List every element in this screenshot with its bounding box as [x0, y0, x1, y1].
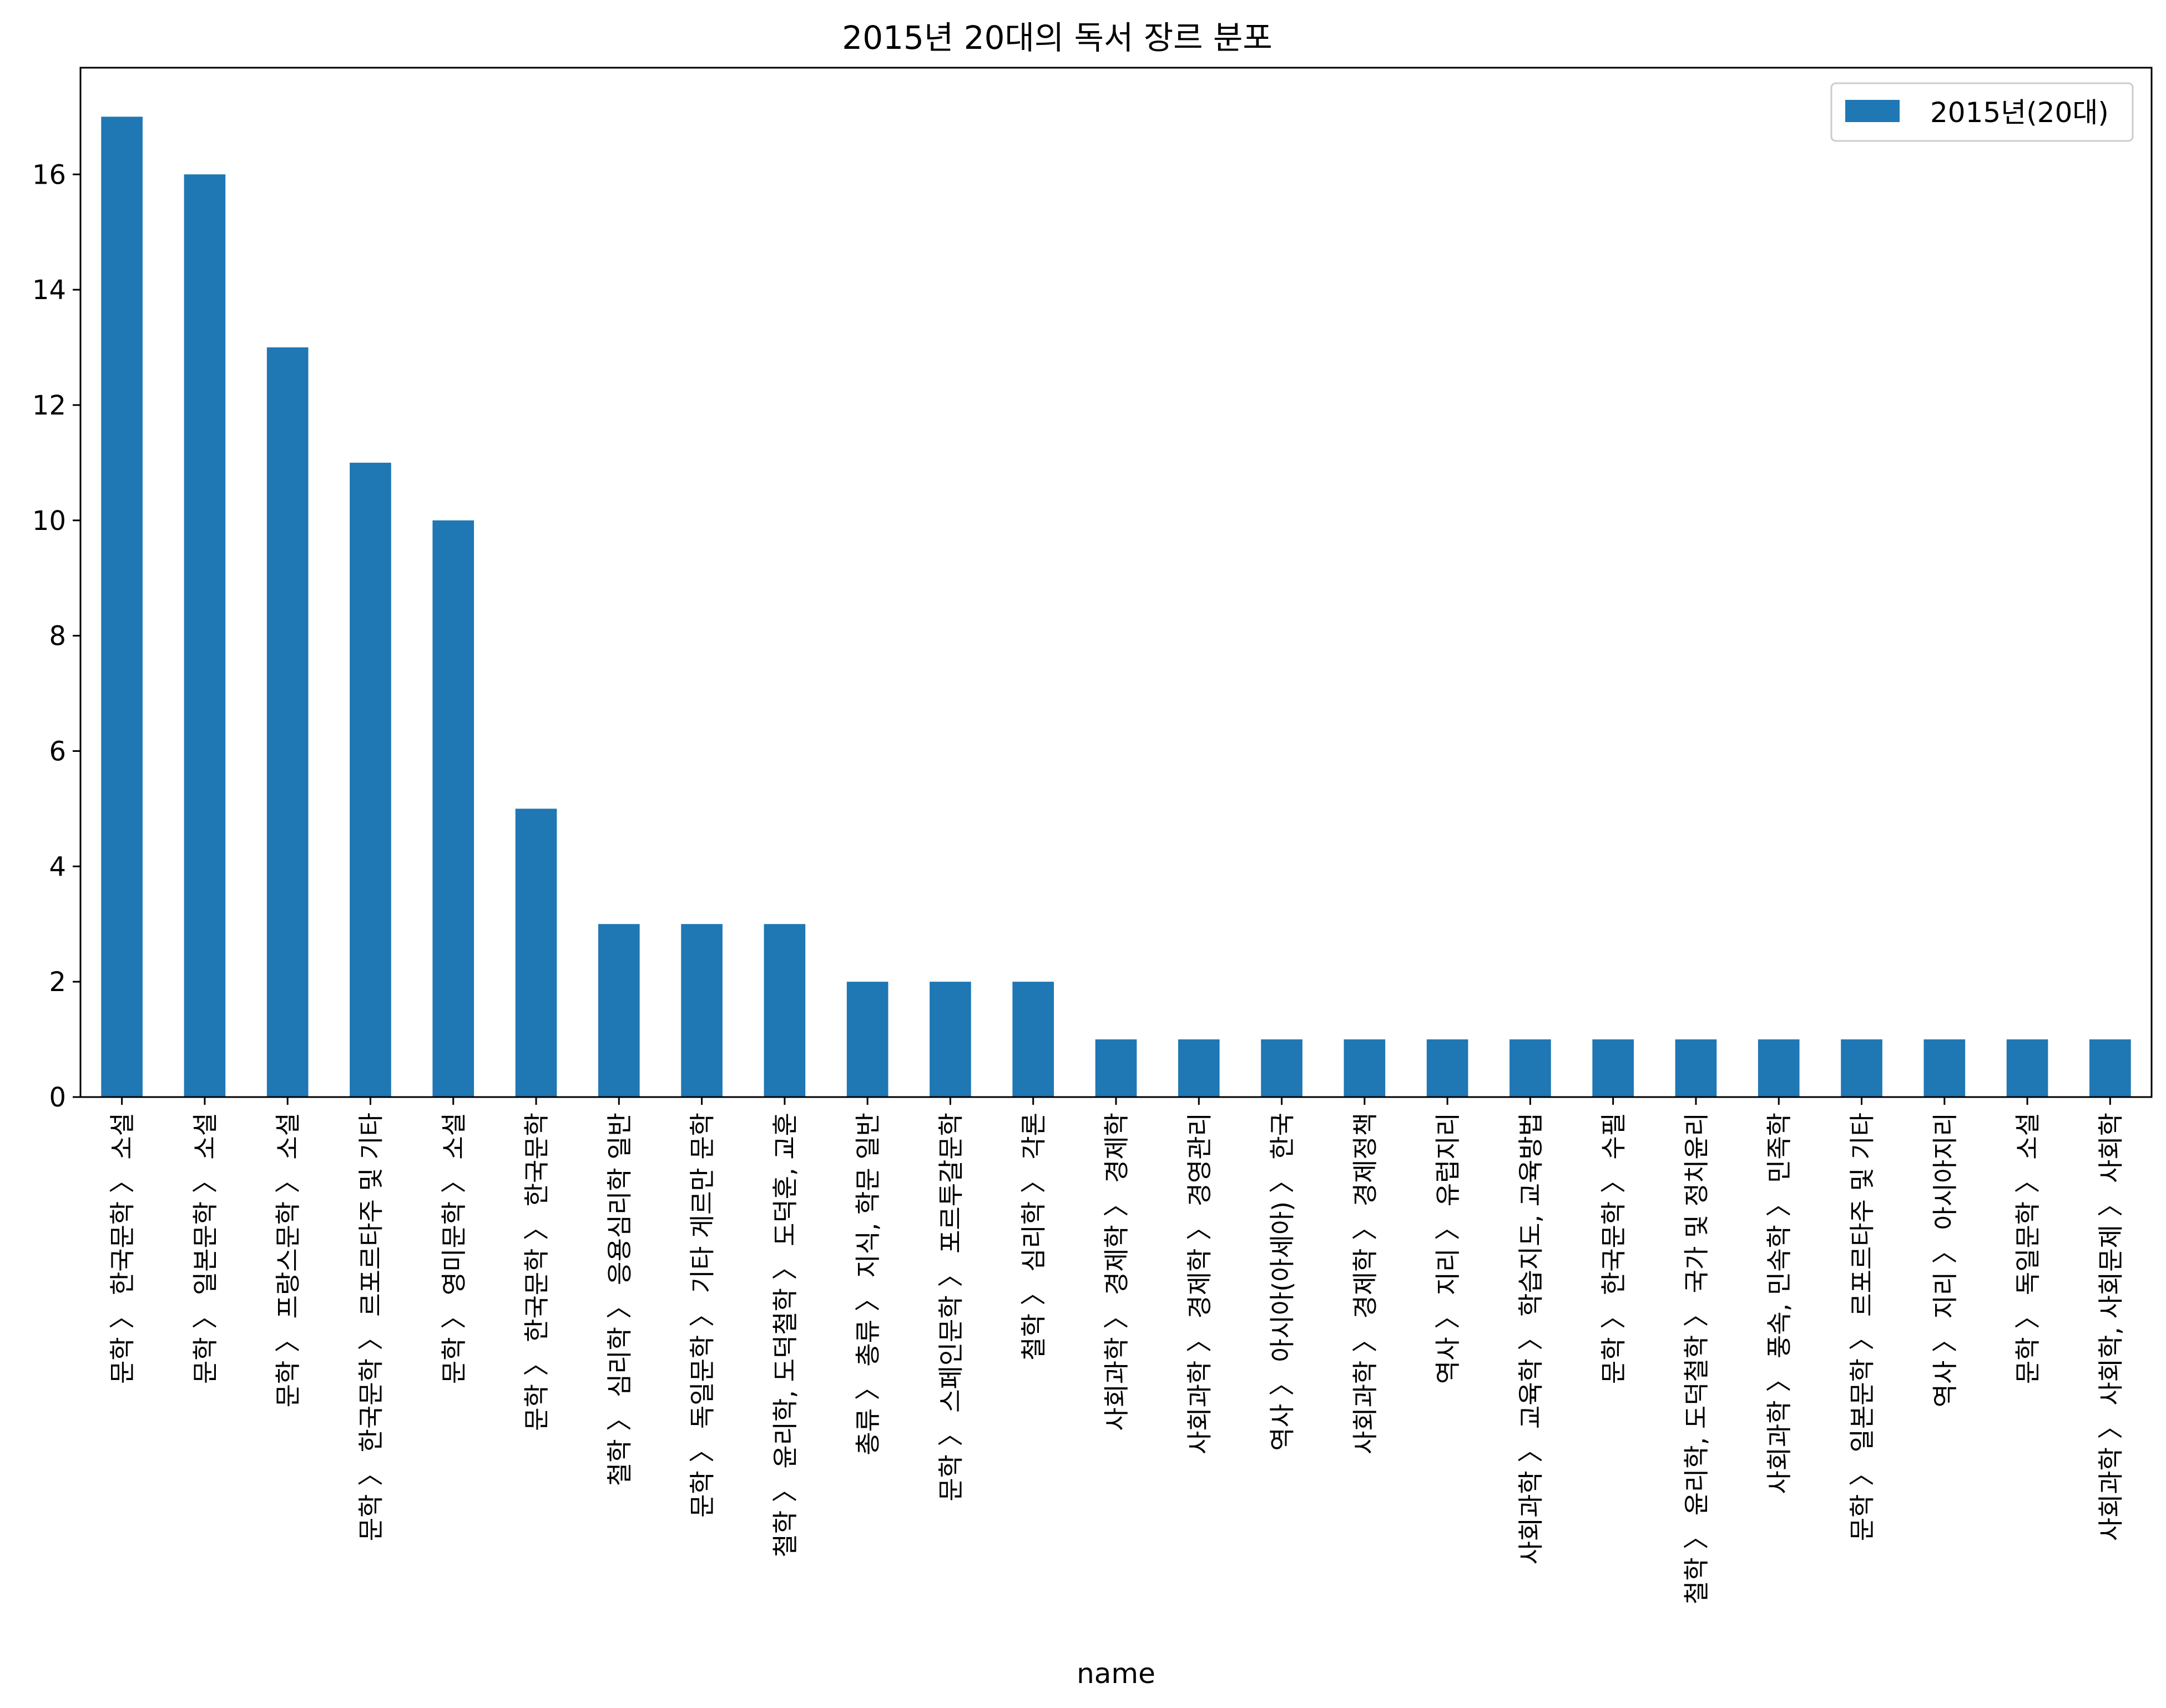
x-tick-label: 역사 〉 아시아(아세아) 〉 한국 [1268, 1113, 1297, 1451]
bar [598, 924, 640, 1097]
y-tick-label: 16 [32, 159, 66, 190]
x-tick-label: 사회과학 〉 경제학 〉 경영관리 [1184, 1113, 1214, 1454]
bar [846, 982, 888, 1097]
y-tick-label: 12 [32, 390, 66, 421]
bar [1178, 1039, 1220, 1097]
y-axis: 0 2 4 6 8 10 12 14 16 [32, 159, 80, 1113]
bar [266, 347, 309, 1097]
bar [350, 462, 391, 1097]
x-tick-label: 사회과학 〉 교육학 〉 학습지도, 교육방법 [1516, 1113, 1546, 1565]
y-tick-label: 0 [49, 1082, 66, 1113]
y-tick-label: 6 [49, 736, 66, 767]
x-tick-label: 사회과학 〉 경제학 〉 경제정책 [1350, 1113, 1380, 1454]
x-tick-label: 역사 〉 지리 〉 유럽지리 [1433, 1113, 1463, 1384]
y-tick-label: 14 [32, 275, 66, 306]
x-tick-label: 문학 〉 한국문학 〉 한국문학 [522, 1113, 552, 1431]
legend-box [1830, 82, 2134, 142]
x-tick-label: 사회과학 〉 풍속, 민속학 〉 민족학 [1764, 1113, 1794, 1494]
bars-group [101, 117, 2131, 1098]
y-tick-label: 4 [49, 851, 66, 882]
bar [930, 982, 971, 1097]
bar [1675, 1039, 1717, 1097]
x-tick-label: 사회과학 〉 사회학, 사회문제 〉 사회학 [2096, 1113, 2125, 1541]
legend-label: 2015년(20대) [1930, 97, 2109, 129]
x-tick-label: 문학 〉 한국문학 〉 수필 [1599, 1113, 1629, 1384]
x-tick-label: 문학 〉 한국문학 〉 소설 [108, 1113, 138, 1384]
bar [1592, 1039, 1634, 1097]
bar [1509, 1039, 1551, 1097]
bar [681, 924, 723, 1097]
x-tick-label: 역사 〉 지리 〉 아시아지리 [1930, 1113, 1960, 1407]
bar [2089, 1039, 2131, 1097]
x-tick-label: 문학 〉 영미문학 〉 소설 [439, 1113, 469, 1384]
y-tick-label: 8 [49, 621, 66, 652]
y-tick-label: 2 [49, 967, 66, 998]
bar [1095, 1039, 1137, 1097]
bar [1012, 982, 1054, 1097]
bar [764, 924, 806, 1097]
bar [432, 520, 474, 1097]
y-tick-label: 10 [32, 506, 66, 537]
plot-frame [79, 67, 2153, 1098]
x-tick-label: 문학 〉 프랑스문학 〉 소설 [273, 1113, 303, 1407]
bar [1344, 1039, 1386, 1097]
legend-swatch [1845, 100, 1900, 122]
x-tick-label: 문학 〉 독일문학 〉 소설 [2013, 1113, 2043, 1384]
bar [101, 117, 143, 1098]
x-tick-label: 문학 〉 스페인문학 〉 포르투갈문학 [936, 1113, 966, 1502]
x-tick-label: 철학 〉 심리학 〉 응용심리학 일반 [604, 1113, 634, 1486]
bar [1841, 1039, 1882, 1097]
bar [1758, 1039, 1800, 1097]
x-tick-label: 총류 〉 총류 〉 지식, 학문 일반 [853, 1113, 883, 1456]
x-tick-label: 문학 〉 일본문학 〉 르포르타주 및 기타 [1847, 1113, 1877, 1541]
x-tick-label: 문학 〉 일본문학 〉 소설 [190, 1113, 220, 1384]
x-axis: 문학 〉 한국문학 〉 소설 문학 〉 일본문학 〉 소설 문학 〉 프랑스문학 〉… [108, 1097, 2125, 1604]
x-tick-label: 문학 〉 독일문학 〉 기타 게르만 문학 [688, 1113, 718, 1518]
bar [1426, 1039, 1468, 1097]
x-axis-label: name [1077, 1658, 1155, 1690]
x-tick-label: 철학 〉 윤리학, 도덕철학 〉 국가 및 정치윤리 [1682, 1113, 1711, 1604]
bar [184, 174, 226, 1097]
bar [1261, 1039, 1302, 1097]
x-tick-label: 사회과학 〉 경제학 〉 경제학 [1102, 1113, 1132, 1431]
bar [2006, 1039, 2048, 1097]
x-tick-label: 철학 〉 윤리학, 도덕철학 〉 도덕훈, 교훈 [770, 1113, 800, 1557]
x-tick-label: 문학 〉 한국문학 〉 르포르타주 및 기타 [356, 1113, 386, 1541]
bar [1923, 1039, 1966, 1097]
bar [515, 808, 557, 1097]
legend: 2015년(20대) [1830, 82, 2134, 142]
chart-title: 2015년 20대의 독서 장르 분포 [842, 19, 1272, 57]
x-tick-label: 철학 〉 심리학 〉 각론 [1019, 1113, 1049, 1361]
